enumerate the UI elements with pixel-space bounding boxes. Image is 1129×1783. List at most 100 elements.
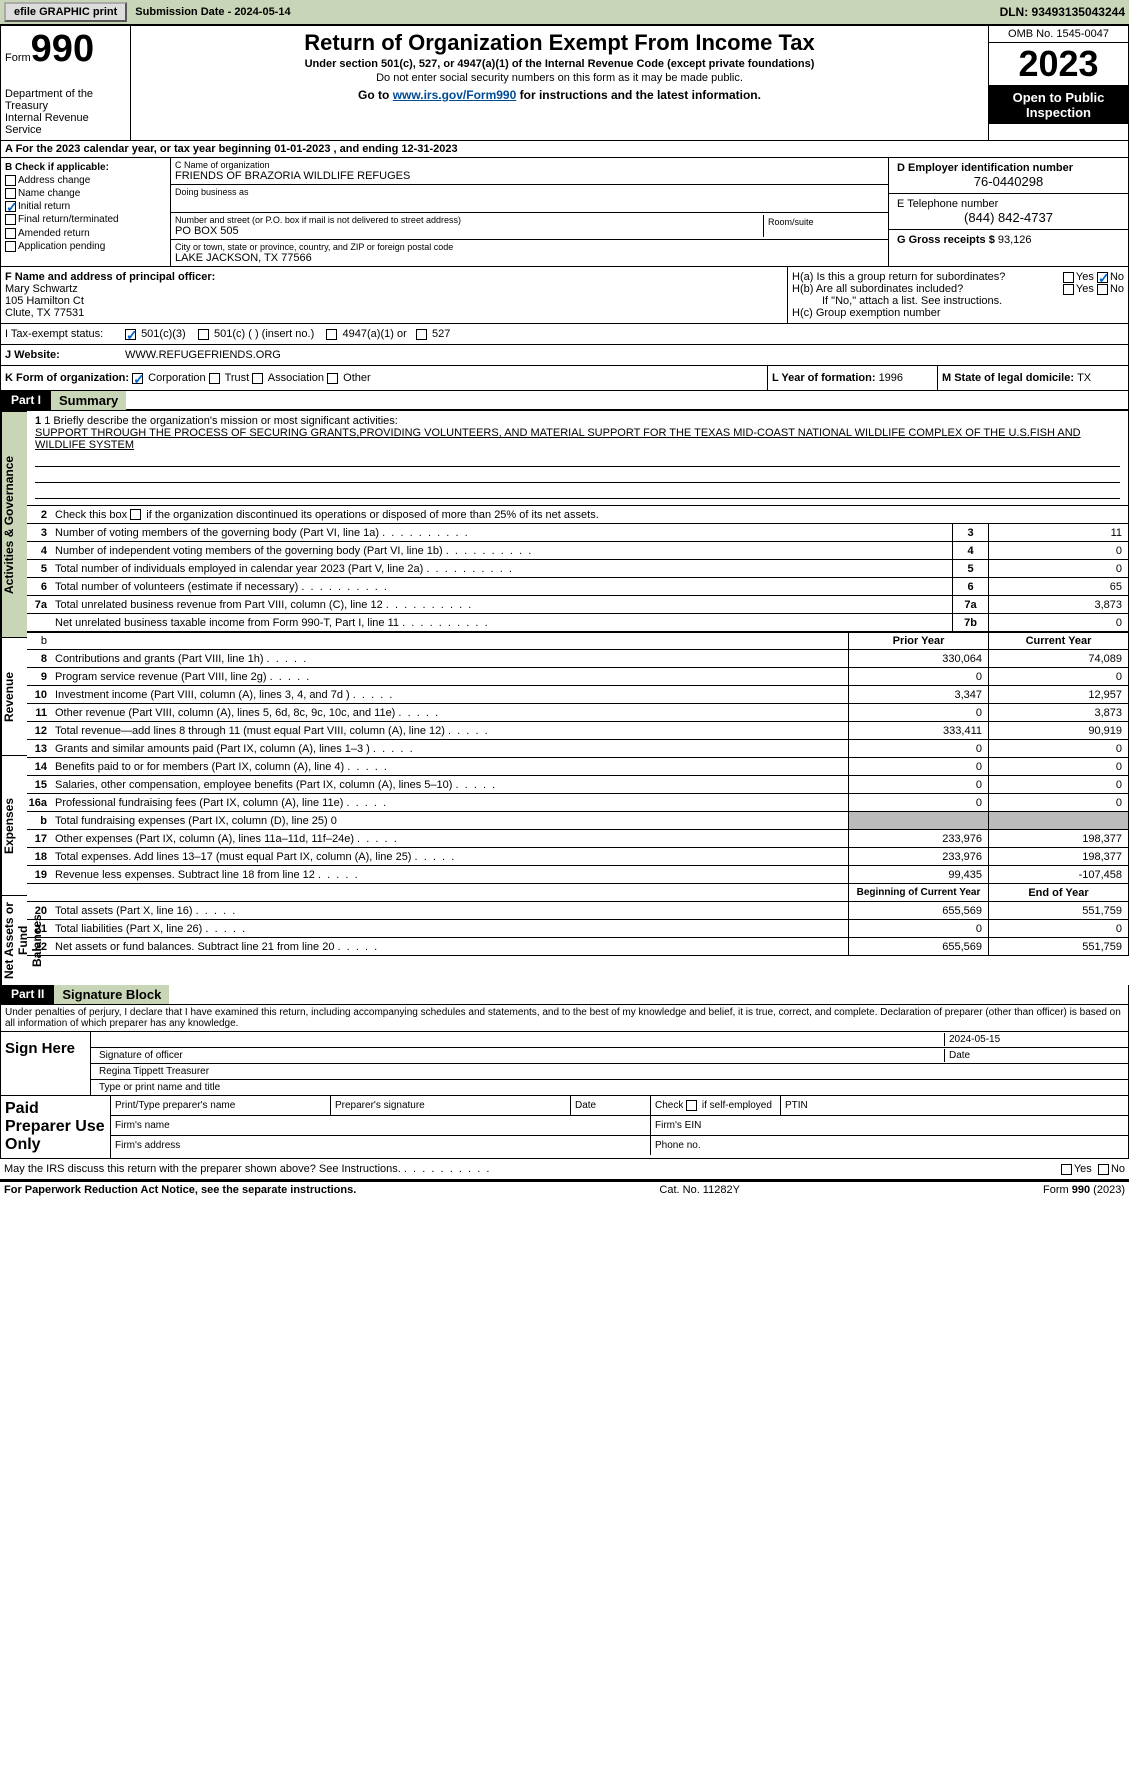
check-assoc[interactable]: [252, 373, 263, 384]
gross-value: 93,126: [998, 234, 1032, 246]
line-12: 12 Total revenue—add lines 8 through 11 …: [27, 722, 1129, 740]
org-addr: PO BOX 505: [175, 225, 763, 237]
prep-check-label: Check if self-employed: [651, 1096, 781, 1115]
firm-addr-label: Firm's address: [111, 1136, 651, 1155]
side-net: Net Assets or Fund Balances: [1, 895, 27, 985]
line-16a: 16a Professional fundraising fees (Part …: [27, 794, 1129, 812]
line-17: 17 Other expenses (Part IX, column (A), …: [27, 830, 1129, 848]
line-21: 21 Total liabilities (Part X, line 26) 0…: [27, 920, 1129, 938]
check-final-return[interactable]: [5, 214, 16, 225]
line-3: 3 Number of voting members of the govern…: [27, 524, 1129, 542]
line-14: 14 Benefits paid to or for members (Part…: [27, 758, 1129, 776]
prep-ptin-label: PTIN: [781, 1096, 1128, 1115]
line-2: 2 Check this box Check this box if the o…: [27, 506, 1129, 524]
j-label: J Website:: [1, 345, 121, 365]
right-info-col: D Employer identification number 76-0440…: [888, 158, 1128, 266]
line-18: 18 Total expenses. Add lines 13–17 (must…: [27, 848, 1129, 866]
firm-ein-label: Firm's EIN: [651, 1116, 1128, 1135]
line-4: 4 Number of independent voting members o…: [27, 542, 1129, 560]
officer-addr1: 105 Hamilton Ct: [5, 295, 783, 307]
officer-name-title: Regina Tippett Treasurer: [95, 1065, 213, 1078]
check-trust[interactable]: [209, 373, 220, 384]
check-app-pending[interactable]: [5, 241, 16, 252]
ha-yes[interactable]: [1063, 272, 1074, 283]
hb-yes[interactable]: [1063, 284, 1074, 295]
check-addr-change[interactable]: [5, 175, 16, 186]
f-h-row: F Name and address of principal officer:…: [0, 267, 1129, 324]
sig-date: 2024-05-15: [944, 1033, 1124, 1046]
line-16b: b Total fundraising expenses (Part IX, c…: [27, 812, 1129, 830]
part2-hdr: Part II: [1, 985, 54, 1004]
discuss-yes[interactable]: [1061, 1164, 1072, 1175]
part1-grid: Activities & Governance Revenue Expenses…: [0, 411, 1129, 985]
form-header: Form990 Department of the Treasury Inter…: [0, 25, 1129, 141]
check-name-change[interactable]: [5, 188, 16, 199]
line-11: 11 Other revenue (Part VIII, column (A),…: [27, 704, 1129, 722]
efile-button[interactable]: efile GRAPHIC print: [4, 2, 127, 22]
declaration-text: Under penalties of perjury, I declare th…: [1, 1005, 1128, 1031]
irs-link[interactable]: www.irs.gov/Form990: [393, 88, 517, 102]
name-addr-col: C Name of organization FRIENDS OF BRAZOR…: [171, 158, 888, 266]
cat-no: Cat. No. 11282Y: [659, 1184, 740, 1196]
omb-number: OMB No. 1545-0047: [989, 26, 1128, 43]
check-amended[interactable]: [5, 228, 16, 239]
k-label: K Form of organization:: [5, 372, 129, 384]
line-13: 13 Grants and similar amounts paid (Part…: [27, 740, 1129, 758]
check-527[interactable]: [416, 329, 427, 340]
prep-date-label: Date: [571, 1096, 651, 1115]
net-header: Beginning of Current Year End of Year: [27, 884, 1129, 902]
officer-addr2: Clute, TX 77531: [5, 307, 783, 319]
goto-line: Go to www.irs.gov/Form990 for instructio…: [139, 88, 980, 102]
h-b-note: If "No," attach a list. See instructions…: [792, 295, 1124, 307]
year-formation: 1996: [879, 372, 903, 384]
check-discontinued[interactable]: [130, 509, 141, 520]
prep-print-label: Print/Type preparer's name: [111, 1096, 331, 1115]
addr-label: Number and street (or P.O. box if mail i…: [175, 215, 763, 225]
paid-preparer-label: Paid Preparer Use Only: [1, 1096, 111, 1158]
line-10: 10 Investment income (Part VIII, column …: [27, 686, 1129, 704]
line-7a: 7a Total unrelated business revenue from…: [27, 596, 1129, 614]
side-ag: Activities & Governance: [1, 411, 27, 637]
form-number: 990: [31, 28, 94, 70]
check-501c3[interactable]: [125, 329, 136, 340]
ein-label: D Employer identification number: [897, 162, 1120, 174]
sig-officer-label: Signature of officer: [95, 1049, 944, 1062]
org-city: LAKE JACKSON, TX 77566: [175, 252, 884, 264]
mission-block: 1 1 Briefly describe the organization's …: [27, 411, 1129, 506]
firm-phone-label: Phone no.: [651, 1136, 1128, 1155]
check-501c[interactable]: [198, 329, 209, 340]
firm-name-label: Firm's name: [111, 1116, 651, 1135]
side-exp: Expenses: [1, 755, 27, 895]
dln: DLN: 93493135043244: [1000, 5, 1125, 19]
phone-value: (844) 842-4737: [897, 210, 1120, 225]
k-l-m-row: K Form of organization: Corporation Trus…: [0, 366, 1129, 391]
part2-title: Signature Block: [54, 985, 169, 1004]
i-label: I Tax-exempt status:: [1, 324, 121, 344]
open-to-public: Open to Public Inspection: [989, 86, 1128, 124]
f-label: F Name and address of principal officer:: [5, 271, 783, 283]
check-initial-return[interactable]: [5, 201, 16, 212]
box-b: B Check if applicable: Address change Na…: [1, 158, 171, 266]
ha-no[interactable]: [1097, 272, 1108, 283]
check-other[interactable]: [327, 373, 338, 384]
hb-no[interactable]: [1097, 284, 1108, 295]
check-corp[interactable]: [132, 373, 143, 384]
prep-sig-label: Preparer's signature: [331, 1096, 571, 1115]
check-4947[interactable]: [326, 329, 337, 340]
top-bar: efile GRAPHIC print Submission Date - 20…: [0, 0, 1129, 25]
line-a: A For the 2023 calendar year, or tax yea…: [0, 141, 1129, 158]
discuss-no[interactable]: [1098, 1164, 1109, 1175]
phone-label: E Telephone number: [897, 198, 1120, 210]
part1-hdr: Part I: [1, 391, 51, 410]
h-a: H(a) Is this a group return for subordin…: [792, 271, 1124, 283]
line-8: 8 Contributions and grants (Part VIII, l…: [27, 650, 1129, 668]
h-b: H(b) Are all subordinates included? Yes …: [792, 283, 1124, 295]
check-self-employed[interactable]: [686, 1100, 697, 1111]
line-19: 19 Revenue less expenses. Subtract line …: [27, 866, 1129, 884]
rev-header: b Prior Year Current Year: [27, 632, 1129, 650]
line-6: 6 Total number of volunteers (estimate i…: [27, 578, 1129, 596]
form-footer: Form 990 (2023): [1043, 1184, 1125, 1196]
i-row: I Tax-exempt status: 501(c)(3) 501(c) ( …: [0, 324, 1129, 345]
submission-date: Submission Date - 2024-05-14: [135, 6, 290, 18]
dba-label: Doing business as: [175, 187, 884, 197]
